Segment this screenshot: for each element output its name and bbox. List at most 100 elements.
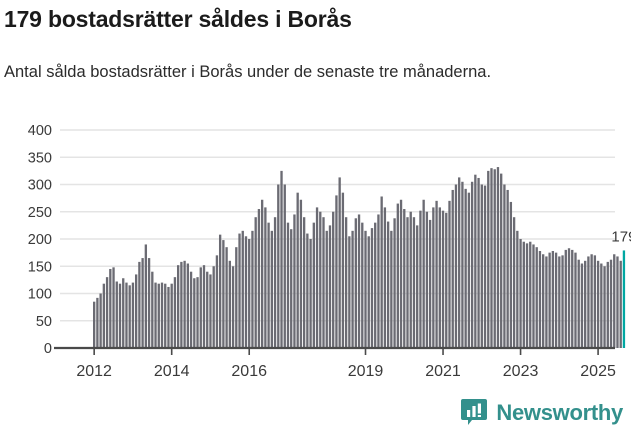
bar [461,181,464,348]
chart-footer: Newsworthy [0,392,631,439]
bar [270,230,273,348]
bar [335,195,338,348]
bar [283,184,286,348]
bar [309,239,312,348]
bar [196,277,199,348]
chart-x-axis-labels: 2012 2014 2016 2019 2021 2023 2025 [76,363,616,380]
bar [225,247,228,348]
bar [603,266,606,348]
bar [254,217,257,348]
bar [538,250,542,348]
bar [325,230,328,348]
bar [451,189,454,348]
x-axis-tick-label: 2016 [231,363,267,380]
bar-chart-bubble-icon [461,399,488,425]
bar [506,189,509,348]
bar [613,254,616,348]
bar [315,207,319,348]
bar [458,177,461,348]
bar [503,184,506,348]
bar [480,184,483,348]
newsworthy-wordmark: Newsworthy [496,399,623,425]
bar [419,210,422,348]
bar [199,267,202,348]
bar [619,260,622,348]
bar [157,283,160,348]
bar [584,260,587,348]
bar [571,249,574,348]
bar [483,185,487,348]
bar [180,261,183,348]
x-axis-tick-label: 2025 [580,363,616,380]
bar [293,214,296,348]
bar [115,281,118,348]
bar [212,266,215,348]
bar [477,177,480,348]
bar [93,301,96,348]
x-axis-tick-label: 2014 [154,363,190,380]
bar [474,174,477,348]
bar [176,265,180,348]
bar [351,230,354,348]
bar [500,173,503,348]
bar [125,282,128,348]
bar [380,196,383,348]
bar [306,233,309,348]
bar [296,192,299,348]
bar [545,256,548,348]
bar [209,274,212,348]
bar [248,239,251,348]
bar [487,170,490,349]
bar [122,278,125,348]
bar [218,234,222,348]
bar [238,233,241,348]
bar [425,211,429,348]
bar [332,211,335,348]
bar [542,254,545,348]
bar [328,225,332,349]
y-axis-tick-label: 50 [36,314,52,330]
bar [344,217,348,348]
bar [267,222,270,348]
x-axis-tick-label: 2023 [503,363,539,380]
bar [302,217,306,348]
bar [128,285,131,348]
bar [596,260,600,348]
bar [587,256,590,348]
bar [522,241,525,348]
bar [231,266,235,348]
bar [390,230,393,348]
bar [131,282,135,348]
bar [519,239,522,348]
x-axis-tick-label: 2012 [76,363,112,380]
bar [567,248,571,348]
bar [280,170,283,349]
bar [105,277,109,348]
bar [154,282,157,348]
bar [512,217,516,348]
bar [322,217,325,348]
bar [189,271,193,348]
bar-highlighted [622,250,626,348]
bar [144,244,148,348]
newsworthy-logo[interactable]: Newsworthy [461,398,623,427]
bar [609,259,613,348]
bar [286,222,290,348]
bar [164,283,167,348]
bar [251,230,254,348]
bar [470,181,474,348]
bar [257,209,261,348]
bar [138,261,141,348]
bar [564,249,567,348]
bar [616,256,619,348]
bar [393,218,396,348]
bar [151,271,154,348]
bar [558,256,561,348]
bar [454,184,458,348]
bar [370,228,374,348]
bar [509,201,513,348]
bar [386,221,390,348]
x-axis-tick-label: 2019 [348,363,384,380]
